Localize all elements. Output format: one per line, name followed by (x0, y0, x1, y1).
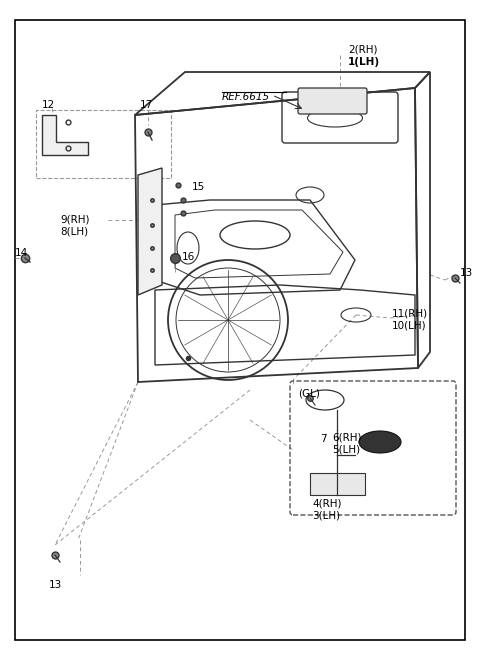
Text: 16: 16 (182, 252, 195, 262)
Text: 7: 7 (320, 434, 327, 444)
Bar (36, 110, 171, 178)
Text: 13: 13 (48, 580, 61, 590)
Text: 4(RH): 4(RH) (312, 498, 341, 508)
FancyBboxPatch shape (298, 88, 367, 114)
Bar (310, 473, 365, 495)
Text: REF.6615: REF.6615 (222, 92, 270, 102)
Polygon shape (42, 115, 88, 155)
Text: 12: 12 (42, 100, 55, 110)
Text: 6(RH): 6(RH) (332, 432, 361, 442)
Ellipse shape (359, 431, 401, 453)
Text: 9(RH): 9(RH) (60, 215, 89, 225)
Text: 15: 15 (192, 182, 205, 192)
Text: 11(RH): 11(RH) (392, 308, 428, 318)
Text: 1(LH): 1(LH) (348, 57, 380, 67)
Text: 5(LH): 5(LH) (332, 444, 360, 454)
Text: 3(LH): 3(LH) (312, 510, 340, 520)
Polygon shape (138, 168, 162, 295)
Text: 10(LH): 10(LH) (392, 320, 427, 330)
Text: 13: 13 (460, 268, 473, 278)
Text: 17: 17 (140, 100, 153, 110)
Text: 8(LH): 8(LH) (60, 227, 88, 237)
Text: 14: 14 (15, 248, 28, 258)
Text: (GL): (GL) (298, 388, 320, 398)
Text: 2(RH): 2(RH) (348, 45, 377, 55)
